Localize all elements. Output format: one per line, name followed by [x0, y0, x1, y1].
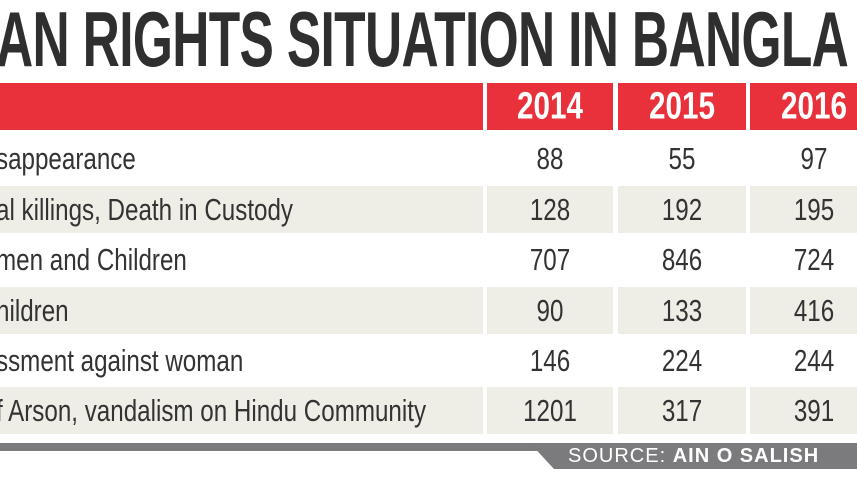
row-label-cell: ssment against woman [0, 337, 483, 384]
row-label-cell: men and Children [0, 236, 483, 283]
value-text: 128 [529, 191, 571, 227]
value-text: 224 [661, 342, 703, 378]
table-title: AN RIGHTS SITUATION IN BANGLA [0, 0, 849, 83]
column-header: 2014 [517, 85, 583, 127]
source-prefix: SOURCE: [568, 445, 673, 467]
value-text: 90 [536, 292, 564, 328]
value-cell: 416 [750, 287, 857, 334]
row-label: ssment against woman [0, 342, 244, 378]
source-name: AIN O SALISH [672, 445, 820, 467]
table-row: al killings, Death in Custody 128 192 195 [0, 186, 857, 233]
header-cell-2016: 2016 [750, 83, 857, 130]
source-bar [530, 443, 857, 469]
row-label: hildren [0, 292, 69, 328]
row-label: f Arson, vandalism on Hindu Community [0, 392, 427, 428]
value-cell: 90 [487, 287, 613, 334]
value-cell: 391 [750, 387, 857, 434]
value-cell: 1201 [487, 387, 613, 434]
column-header: 2016 [781, 85, 847, 127]
value-text: 416 [793, 292, 835, 328]
value-cell: 224 [618, 337, 746, 384]
value-text: 97 [800, 140, 828, 176]
value-cell: 97 [750, 135, 857, 182]
header-cell-2014: 2014 [487, 83, 613, 130]
source-text: SOURCE: AIN O SALISH [568, 445, 819, 468]
header-row: 2014 2015 2016 [0, 83, 857, 130]
row-label-cell: hildren [0, 287, 483, 334]
table-row: sappearance 88 55 97 [0, 135, 857, 182]
value-cell: 88 [487, 135, 613, 182]
value-text: 192 [661, 191, 703, 227]
value-text: 244 [793, 342, 835, 378]
row-label-cell: al killings, Death in Custody [0, 186, 483, 233]
header-cell-2015: 2015 [618, 83, 746, 130]
value-cell: 707 [487, 236, 613, 283]
value-text: 707 [529, 241, 571, 277]
header-label-cell [0, 83, 483, 130]
value-cell: 317 [618, 387, 746, 434]
value-cell: 192 [618, 186, 746, 233]
value-text: 391 [793, 392, 835, 428]
value-text: 195 [793, 191, 835, 227]
table-row: ssment against woman 146 224 244 [0, 337, 857, 384]
value-cell: 133 [618, 287, 746, 334]
value-text: 88 [536, 140, 564, 176]
table-row: men and Children 707 846 724 [0, 236, 857, 283]
table-row: f Arson, vandalism on Hindu Community 120… [0, 387, 857, 434]
value-cell: 55 [618, 135, 746, 182]
row-label: al killings, Death in Custody [0, 191, 294, 227]
column-header: 2015 [649, 85, 715, 127]
value-cell: 128 [487, 186, 613, 233]
table-row: hildren 90 133 416 [0, 287, 857, 334]
row-label-cell: f Arson, vandalism on Hindu Community [0, 387, 483, 434]
source-bar-line [0, 443, 540, 451]
value-cell: 244 [750, 337, 857, 384]
value-cell: 724 [750, 236, 857, 283]
value-text: 846 [661, 241, 703, 277]
value-text: 55 [668, 140, 696, 176]
row-label: men and Children [0, 241, 187, 277]
value-text: 317 [661, 392, 703, 428]
value-text: 146 [529, 342, 571, 378]
value-cell: 146 [487, 337, 613, 384]
value-cell: 846 [618, 236, 746, 283]
value-cell: 195 [750, 186, 857, 233]
value-text: 133 [661, 292, 703, 328]
row-label-cell: sappearance [0, 135, 483, 182]
row-label: sappearance [0, 140, 136, 176]
value-text: 1201 [523, 392, 577, 428]
value-text: 724 [793, 241, 835, 277]
